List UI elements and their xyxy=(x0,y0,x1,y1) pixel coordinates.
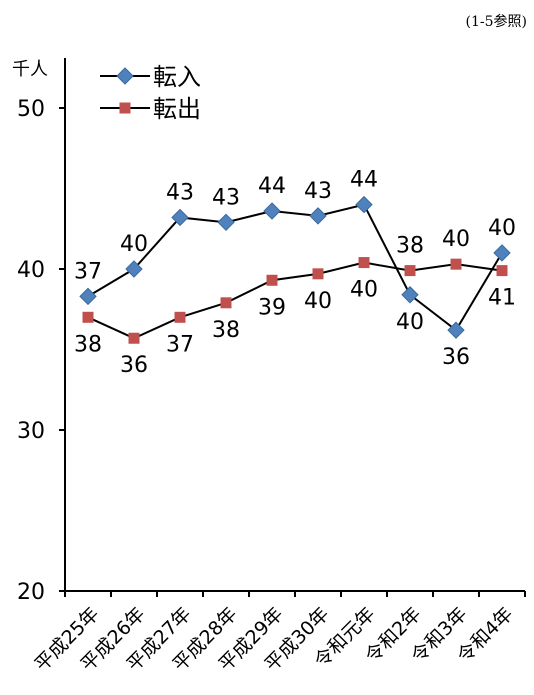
marker-diamond xyxy=(79,287,97,306)
marker-diamond xyxy=(263,202,281,220)
legend-marker-square xyxy=(119,102,131,114)
data-label: 40 xyxy=(304,289,332,314)
marker-diamond xyxy=(447,321,465,339)
data-label: 40 xyxy=(488,216,516,241)
marker-square xyxy=(174,311,186,323)
series-line-2 xyxy=(87,261,503,340)
data-label: 43 xyxy=(304,179,332,204)
y-tick-label: 40 xyxy=(17,258,45,283)
marker-diamond xyxy=(125,260,143,278)
data-label: 39 xyxy=(258,295,286,320)
y-tick-label: 30 xyxy=(17,419,45,444)
data-label: 44 xyxy=(350,168,378,193)
marker-square xyxy=(128,332,140,344)
data-label: 36 xyxy=(120,353,148,378)
reference-note: (1-5参照) xyxy=(466,13,527,30)
marker-square xyxy=(220,297,232,309)
marker-square xyxy=(358,257,370,269)
y-axis-label: 千人 xyxy=(12,59,48,80)
marker-square xyxy=(312,268,324,280)
data-label: 37 xyxy=(166,332,194,357)
data-label: 38 xyxy=(396,234,424,259)
marker-square xyxy=(450,258,462,270)
data-label: 36 xyxy=(442,345,470,370)
data-label: 41 xyxy=(488,286,516,311)
data-label: 37 xyxy=(74,259,102,284)
marker-square xyxy=(266,274,278,286)
marker-diamond xyxy=(493,244,511,262)
legend-marker-diamond xyxy=(116,67,134,85)
marker-square xyxy=(82,311,94,323)
data-label: 40 xyxy=(120,232,148,257)
data-label: 40 xyxy=(442,227,470,252)
data-label: 43 xyxy=(166,180,194,205)
series-lines xyxy=(87,203,503,340)
y-tick-label: 50 xyxy=(17,97,45,122)
marker-diamond xyxy=(217,213,235,232)
marker-square xyxy=(496,265,508,277)
series-line-1 xyxy=(87,203,503,332)
series-markers xyxy=(79,195,511,344)
data-label: 38 xyxy=(74,332,102,357)
legend-label: 転入 xyxy=(153,63,201,91)
data-label: 43 xyxy=(212,185,240,210)
data-label: 40 xyxy=(350,278,378,303)
marker-diamond xyxy=(355,195,373,214)
marker-diamond xyxy=(309,207,327,225)
y-tick-label: 20 xyxy=(17,580,45,605)
data-label: 40 xyxy=(396,310,424,335)
data-labels: 37 40 43 43 44 43 44 40 36 40 38 36 37 38 39 40 40 38 40 41 xyxy=(74,168,516,379)
marker-square xyxy=(404,265,416,277)
marker-diamond xyxy=(171,208,189,227)
data-label: 44 xyxy=(258,174,286,199)
legend-label: 転出 xyxy=(153,95,201,123)
data-label: 38 xyxy=(212,318,240,343)
marker-diamond xyxy=(401,286,419,304)
